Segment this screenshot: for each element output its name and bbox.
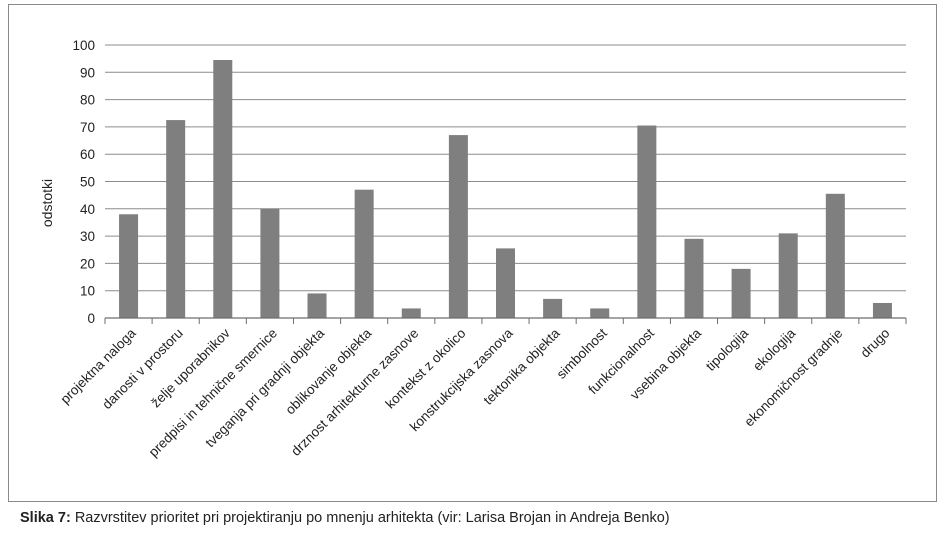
bar — [448, 135, 468, 318]
y-tick-label: 60 — [80, 147, 95, 162]
bar — [543, 298, 563, 318]
x-category-label: ekologija — [750, 325, 799, 374]
bars — [119, 60, 892, 318]
bar — [637, 125, 657, 318]
y-tick-label: 90 — [80, 65, 95, 80]
caption-figure-label: Slika 7: — [20, 510, 71, 526]
x-category-label: ekonomičnost gradnje — [741, 326, 845, 430]
y-tick-label: 20 — [80, 256, 95, 271]
y-tick-label: 70 — [80, 120, 95, 135]
bar — [872, 302, 892, 318]
x-category-label: kontekst z okolico — [383, 326, 469, 412]
bar — [401, 308, 421, 318]
figure-caption: Slika 7: Razvrstitev prioritet pri proje… — [20, 510, 670, 526]
bar — [590, 308, 610, 318]
bar — [307, 293, 327, 318]
figure-frame: 0 10 20 30 40 50 60 70 80 90 100 projektna naloga d… — [8, 4, 937, 502]
bar-chart: 0 10 20 30 40 50 60 70 80 90 100 projektna nalogad… — [39, 38, 907, 460]
bar — [496, 248, 515, 318]
y-tick-label: 100 — [72, 38, 95, 53]
y-tick-label: 80 — [80, 93, 95, 108]
bar — [825, 193, 845, 318]
bar — [684, 238, 704, 318]
y-tick-label: 50 — [80, 175, 95, 190]
y-tick-label: 40 — [80, 202, 95, 217]
bar — [260, 208, 280, 318]
x-category-label: danosti v prostoru — [99, 326, 185, 412]
bar — [166, 120, 186, 318]
x-axis — [104, 317, 907, 324]
x-category-label: želje uporabnikov — [148, 325, 233, 410]
bar — [119, 214, 139, 318]
y-axis-label: odstotki — [39, 179, 55, 227]
bar — [213, 60, 233, 318]
bar — [778, 233, 798, 318]
gridlines — [105, 44, 906, 292]
x-category-label: drugo — [858, 326, 893, 361]
y-axis-ticks: 0 10 20 30 40 50 60 70 80 90 100 — [72, 38, 95, 326]
bar — [354, 189, 374, 318]
y-tick-label: 0 — [87, 311, 95, 326]
x-category-label: oblikovanje objekta — [282, 325, 374, 417]
caption-text: Razvrstitev prioritet pri projektiranju … — [74, 510, 670, 526]
bar — [731, 268, 751, 318]
x-category-label: tipologija — [703, 325, 752, 374]
y-tick-label: 10 — [80, 284, 95, 299]
y-tick-label: 30 — [80, 229, 95, 244]
